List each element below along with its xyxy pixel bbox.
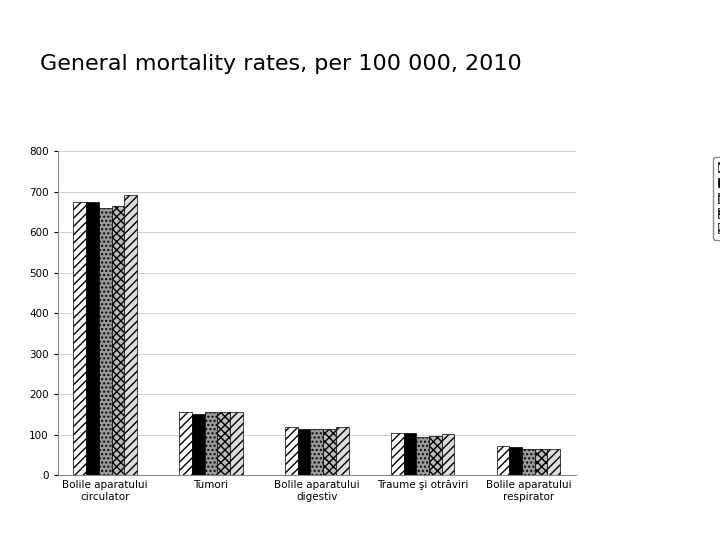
Bar [298,429,310,475]
Bar [192,415,204,475]
Bar [179,413,192,475]
Bar [323,429,336,475]
Bar [391,433,403,475]
Bar [535,449,547,475]
Bar [230,411,243,475]
Bar [86,202,99,475]
Legend: 2006, 2007, 2008, 2009, 2010: 2006, 2007, 2008, 2009, 2010 [713,157,720,240]
Bar [522,449,535,475]
Bar [547,449,560,475]
Bar [429,435,441,475]
Bar [403,434,416,475]
Bar [73,202,86,475]
Bar [99,208,112,475]
Bar [310,429,323,475]
Bar [441,434,454,475]
Bar [204,413,217,475]
Bar [509,447,522,475]
Bar [416,437,429,475]
Bar [112,206,125,475]
Bar [217,413,230,475]
Text: General mortality rates, per 100 000, 2010: General mortality rates, per 100 000, 20… [40,54,521,74]
Bar [285,427,298,475]
Bar [336,427,348,475]
Bar [125,194,137,475]
Bar [497,446,509,475]
